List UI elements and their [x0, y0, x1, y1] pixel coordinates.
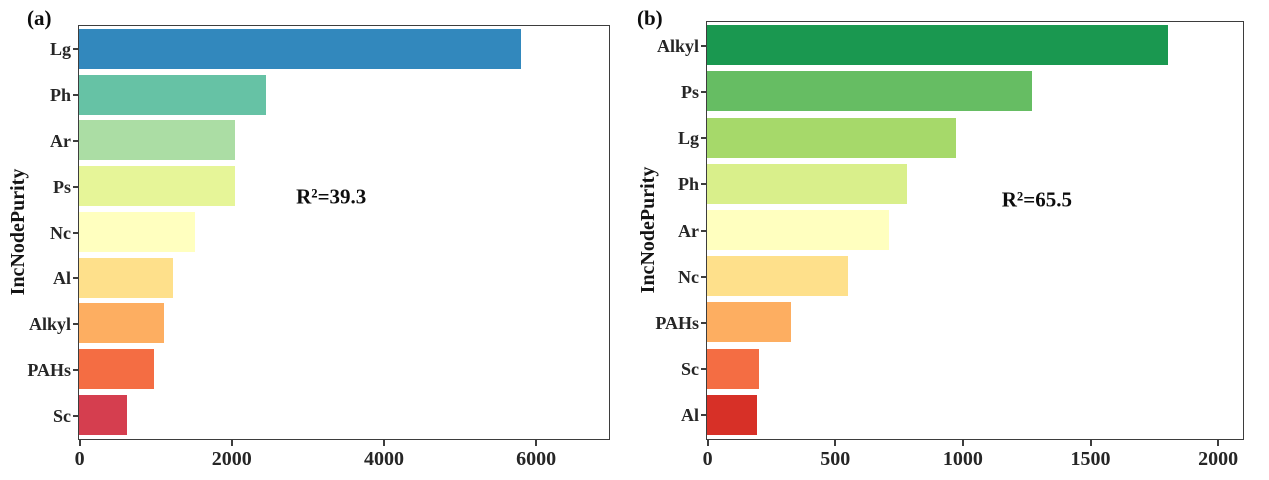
panel-a-plot-area	[78, 25, 610, 440]
y-tick-Lg	[73, 48, 78, 51]
y-tick-PAHs	[701, 321, 706, 324]
x-tick-label-0: 0	[74, 448, 85, 470]
category-label-Lg: Lg	[677, 128, 699, 149]
x-tick-1000	[961, 440, 964, 446]
bar-Nc	[79, 211, 195, 252]
x-tick-label-2000: 2000	[211, 448, 252, 470]
bar-Lg	[707, 117, 957, 158]
panel-a-tag: (a)	[27, 6, 52, 30]
x-tick-label-1000: 1000	[942, 448, 983, 470]
x-tick-label-500: 500	[820, 448, 851, 470]
category-label-Sc: Sc	[53, 405, 71, 426]
category-label-PAHs: PAHs	[655, 312, 699, 333]
bar-Ar	[79, 120, 236, 161]
category-label-Ar: Ar	[50, 130, 71, 151]
y-tick-Nc	[73, 231, 78, 234]
y-tick-Sc	[73, 414, 78, 417]
x-tick-label-2000: 2000	[1198, 448, 1239, 470]
bar-Ar	[707, 209, 889, 250]
x-tick-6000	[535, 440, 538, 446]
bar-Alkyl	[707, 25, 1168, 66]
bar-Ph	[707, 163, 907, 204]
bar-Al	[79, 257, 173, 298]
y-tick-Al	[73, 277, 78, 280]
y-tick-Ps	[701, 90, 706, 93]
y-tick-Ps	[73, 185, 78, 188]
x-tick-label-4000: 4000	[363, 448, 404, 470]
bar-Ph	[79, 74, 266, 115]
category-label-Alkyl: Alkyl	[28, 314, 71, 334]
panel-a-r2-annotation: R²=39.3	[296, 184, 367, 209]
bar-Nc	[707, 256, 848, 297]
panel-b-tag: (b)	[637, 6, 663, 30]
y-tick-Ph	[73, 94, 78, 97]
category-label-Sc: Sc	[681, 359, 699, 380]
x-tick-2000	[230, 440, 233, 446]
x-tick-label-1500: 1500	[1070, 448, 1111, 470]
category-label-Alkyl: Alkyl	[656, 35, 699, 56]
bar-Ps	[79, 166, 235, 207]
y-tick-Nc	[701, 275, 706, 278]
panel-b-r2-annotation: R²=65.5	[1001, 187, 1072, 212]
category-label-Nc: Nc	[678, 266, 699, 287]
category-label-PAHs: PAHs	[27, 359, 71, 380]
category-label-Ar: Ar	[678, 220, 699, 241]
category-label-Ph: Ph	[677, 174, 699, 195]
x-tick-0	[78, 440, 81, 446]
y-tick-Ph	[701, 183, 706, 186]
x-tick-500	[834, 440, 837, 446]
bar-Al	[707, 394, 757, 435]
y-tick-Lg	[701, 137, 706, 140]
y-tick-Sc	[701, 368, 706, 371]
category-label-Al: Al	[53, 268, 71, 289]
bar-Lg	[79, 28, 522, 69]
bar-Sc	[79, 394, 128, 435]
category-label-Lg: Lg	[49, 39, 71, 60]
x-tick-1500	[1089, 440, 1092, 446]
bar-PAHs	[79, 349, 154, 390]
bar-Ps	[707, 71, 1032, 112]
y-tick-Alkyl	[73, 323, 78, 325]
x-tick-label-6000: 6000	[516, 448, 557, 470]
y-tick-Ar	[73, 139, 78, 142]
x-tick-4000	[382, 440, 385, 446]
panel-b-plot-area	[706, 21, 1244, 440]
bar-Sc	[707, 348, 760, 389]
x-tick-0	[706, 440, 709, 446]
y-tick-Al	[701, 414, 706, 417]
category-label-Ps: Ps	[681, 81, 699, 102]
category-label-Ps: Ps	[53, 176, 71, 197]
y-tick-Alkyl	[701, 44, 706, 47]
category-label-Al: Al	[681, 405, 699, 426]
x-tick-2000	[1217, 440, 1220, 446]
category-label-Nc: Nc	[50, 222, 71, 243]
y-tick-Ar	[701, 229, 706, 232]
category-label-Ph: Ph	[49, 85, 71, 106]
x-tick-label-0: 0	[702, 448, 713, 470]
y-tick-PAHs	[73, 368, 78, 371]
bar-PAHs	[707, 302, 792, 343]
bar-Alkyl	[79, 303, 164, 344]
